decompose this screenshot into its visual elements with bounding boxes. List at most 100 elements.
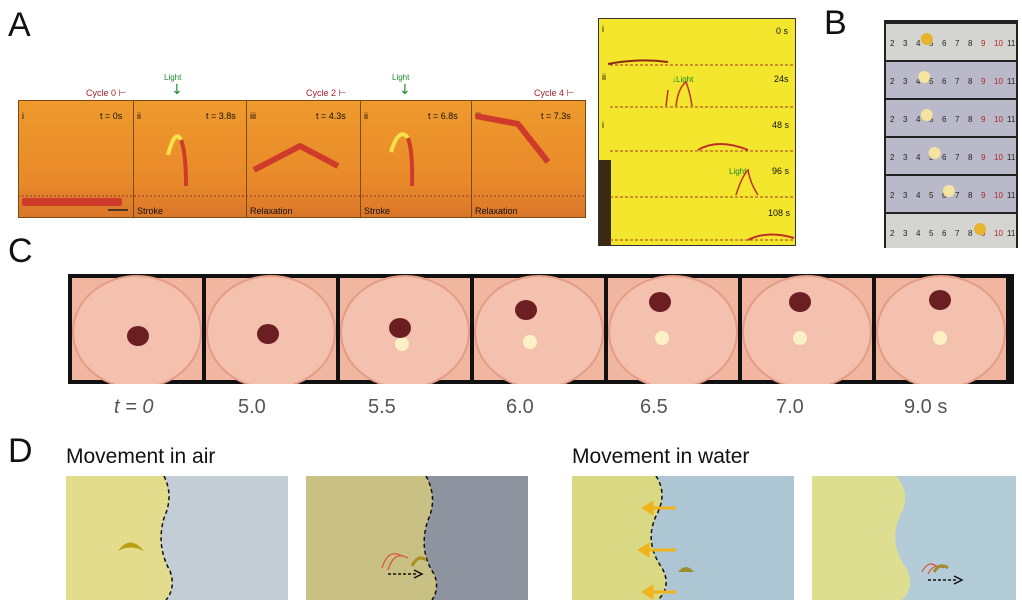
- ruler-number: 8: [968, 39, 973, 48]
- ruler-number: 7: [955, 115, 960, 124]
- time-label: 6.0: [506, 396, 534, 418]
- frame-time: t = 4.3s: [316, 111, 346, 121]
- ruler-number: 9: [981, 115, 986, 124]
- ruler-number: 7: [955, 77, 960, 86]
- droplet: [649, 292, 671, 312]
- down-arrow-icon: ↓: [171, 82, 183, 98]
- ruler-number: 6: [942, 191, 947, 200]
- droplet: [389, 318, 411, 338]
- robot-dot: [942, 185, 955, 197]
- frame-roman: ii: [137, 111, 141, 121]
- robot-dot: [918, 71, 931, 83]
- down-arrow-icon: ↓: [399, 82, 411, 98]
- panel-label-c: C: [8, 232, 33, 270]
- frame-roman: iii: [250, 111, 256, 121]
- droplet: [929, 290, 951, 310]
- ruler-number: 11: [1007, 191, 1016, 200]
- ruler-number: 10: [994, 39, 1003, 48]
- ruler-number: 10: [994, 153, 1003, 162]
- dish: [876, 275, 1006, 384]
- phase-label: Stroke: [137, 206, 164, 216]
- droplet: [789, 292, 811, 312]
- light-spot: [933, 331, 947, 345]
- ruler-number: 3: [903, 229, 908, 238]
- panel-label-d: D: [8, 432, 33, 470]
- ruler-number: 5: [929, 229, 934, 238]
- light-label: Light: [392, 73, 410, 82]
- robot-dot: [928, 147, 941, 159]
- water-title: Movement in water: [572, 445, 750, 468]
- cycle-label: Cycle 2 ⊢: [306, 88, 347, 98]
- droplet: [257, 324, 279, 344]
- time-label: 7.0: [776, 396, 804, 418]
- ruler-number: 6: [942, 39, 947, 48]
- ruler-number: 2: [890, 39, 895, 48]
- ruler-number: 6: [942, 229, 947, 238]
- time-label: 6.5: [640, 396, 668, 418]
- ruler-row: [886, 100, 1016, 136]
- ruler-number: 7: [955, 229, 960, 238]
- ruler-number: 10: [994, 191, 1003, 200]
- panel-a2: [598, 18, 796, 246]
- frame-divider: [471, 100, 472, 218]
- frame-divider: [133, 100, 134, 218]
- ruler-number: 5: [929, 39, 934, 48]
- ruler-row: [886, 214, 1016, 248]
- droplet: [127, 326, 149, 346]
- ruler-number: 4: [916, 39, 921, 48]
- phase-label: Relaxation: [475, 206, 518, 216]
- light-spot: [395, 337, 409, 351]
- ruler-number: 11: [1007, 229, 1016, 238]
- ruler-number: 11: [1007, 153, 1016, 162]
- ruler-number: 7: [955, 153, 960, 162]
- row-roman: ii: [602, 72, 606, 82]
- ruler-number: 10: [994, 77, 1003, 86]
- frame-divider: [360, 100, 361, 218]
- ruler-number: 2: [890, 77, 895, 86]
- ruler-number: 3: [903, 77, 908, 86]
- frame-roman: i: [22, 111, 24, 121]
- phase-label: Stroke: [364, 206, 391, 216]
- ruler-number: 4: [916, 191, 921, 200]
- ruler-number: 3: [903, 153, 908, 162]
- frame-time: t = 6.8s: [428, 111, 458, 121]
- ruler-number: 2: [890, 191, 895, 200]
- light-label: Light: [164, 73, 182, 82]
- frame-time: t = 3.8s: [206, 111, 236, 121]
- ruler-number: 9: [981, 39, 986, 48]
- air-title: Movement in air: [66, 445, 216, 468]
- ruler-number: 9: [981, 77, 986, 86]
- ruler-number: 2: [890, 153, 895, 162]
- row-time: 0 s: [776, 26, 789, 36]
- light-spot: [655, 331, 669, 345]
- dark-strip: [599, 160, 611, 246]
- panel-a2-graphics: [607, 59, 795, 241]
- ruler-number: 10: [994, 115, 1003, 124]
- cycle-label: Cycle 4 ⊢: [534, 88, 575, 98]
- frame-time: t = 0s: [100, 111, 123, 121]
- ruler-number: 6: [942, 77, 947, 86]
- light-label: ↓Light: [672, 75, 694, 84]
- phase-label: Relaxation: [250, 206, 293, 216]
- cycle-label: Cycle 0 ⊢: [86, 88, 127, 98]
- ruler-number: 2: [890, 115, 895, 124]
- frame-divider: [246, 100, 247, 218]
- ruler-number: 3: [903, 39, 908, 48]
- panel-a-graphics: [18, 113, 586, 211]
- light-spot: [793, 331, 807, 345]
- ruler-number: 5: [929, 191, 934, 200]
- time-label: 9.0 s: [904, 396, 948, 418]
- panel-label-a: A: [8, 6, 31, 44]
- row-time: 24s: [774, 74, 789, 84]
- ruler-row: [886, 138, 1016, 174]
- row-roman: i: [602, 24, 604, 34]
- ruler-number: 10: [994, 229, 1003, 238]
- ruler-number: 4: [916, 153, 921, 162]
- light-spot: [523, 335, 537, 349]
- ruler-number: 4: [916, 229, 921, 238]
- robot-dot: [920, 109, 933, 121]
- ruler-number: 4: [916, 77, 921, 86]
- time-label: 5.5: [368, 396, 396, 418]
- ruler-number: 5: [929, 77, 934, 86]
- film-flat: [22, 198, 122, 206]
